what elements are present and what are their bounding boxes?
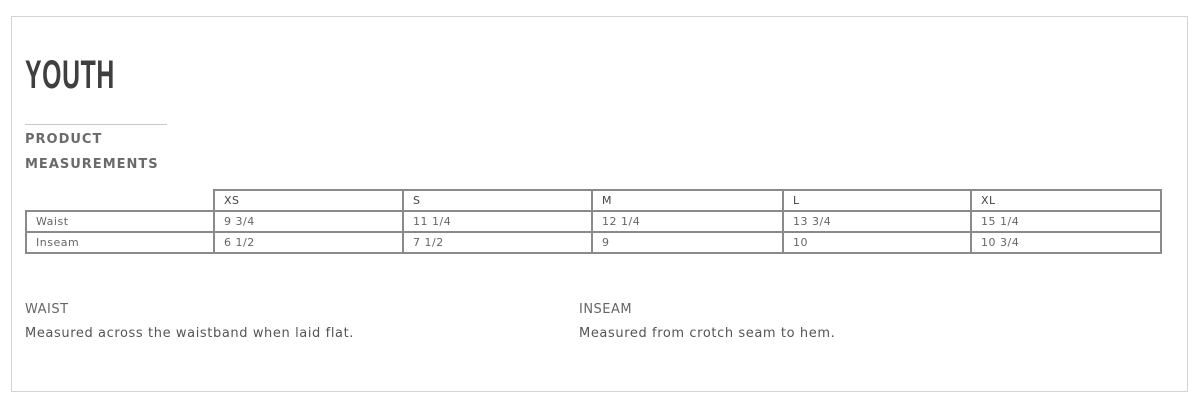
section-heading-line1: PRODUCT [25, 132, 103, 147]
table-header-row: XS S M L XL [26, 189, 1162, 212]
measurements-table: XS S M L XL Waist 9 3/4 11 1/4 12 1/4 13… [25, 189, 1162, 254]
row-label: Inseam [25, 231, 215, 254]
cell: 7 1/2 [402, 231, 593, 254]
cell: 12 1/4 [591, 210, 784, 233]
table-row: Waist 9 3/4 11 1/4 12 1/4 13 3/4 15 1/4 [25, 210, 1162, 233]
inseam-note-text: Measured from crotch seam to hem. [579, 326, 836, 341]
cell: 10 [782, 231, 972, 254]
header-blank-cell [26, 190, 214, 212]
section-heading-line2: MEASUREMENTS [25, 157, 159, 172]
header-size-xs: XS [213, 189, 404, 212]
cell: 10 3/4 [970, 231, 1162, 254]
header-size-s: S [402, 189, 593, 212]
cell: 6 1/2 [213, 231, 404, 254]
header-size-l: L [782, 189, 972, 212]
header-size-xl: XL [970, 189, 1162, 212]
cell: 9 3/4 [213, 210, 404, 233]
row-label: Waist [25, 210, 215, 233]
waist-note-label: WAIST [25, 302, 69, 317]
cell: 13 3/4 [782, 210, 972, 233]
inseam-note-label: INSEAM [579, 302, 633, 317]
table-row: Inseam 6 1/2 7 1/2 9 10 10 3/4 [25, 231, 1162, 254]
size-chart-frame [11, 16, 1188, 392]
header-size-m: M [591, 189, 784, 212]
cell: 15 1/4 [970, 210, 1162, 233]
waist-note-text: Measured across the waistband when laid … [25, 326, 355, 341]
cell: 11 1/4 [402, 210, 593, 233]
page-title: YOUTH [25, 53, 115, 97]
cell: 9 [591, 231, 784, 254]
divider [25, 124, 167, 125]
